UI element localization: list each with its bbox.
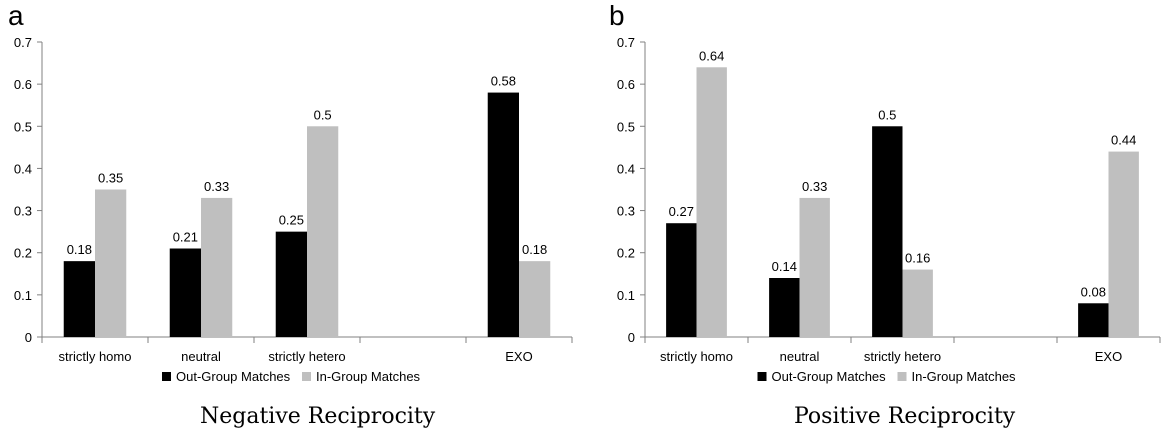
bar-in-group: [307, 126, 339, 338]
legend-label: In-Group Matches: [316, 369, 421, 384]
bar-in-group: [799, 197, 830, 337]
y-tick-label: 0.4: [617, 161, 635, 176]
data-label: 0.33: [204, 179, 229, 194]
bar-chart-negative-reciprocity: 0 0.1 0.2 0.3 0.4 0.5 0.6 0.7 0.18 0.35 strictly h…: [14, 35, 573, 384]
x-tick-label: neutral: [780, 349, 820, 364]
data-label: 0.16: [905, 251, 930, 266]
chart-panel-b: b 0 0.1 0.2 0.3 0.4 0.5 0.6 0.7 0.27 0.64 strictly…: [581, 0, 1162, 434]
data-label: 0.21: [173, 230, 198, 245]
y-tick-label: 0.2: [14, 246, 32, 261]
bar-out-group: [63, 261, 95, 337]
data-label: 0.18: [522, 242, 547, 257]
bar-in-group: [519, 261, 551, 337]
data-label: 0.5: [314, 107, 332, 122]
data-label: 0.58: [491, 74, 516, 89]
legend-swatch: [302, 372, 311, 381]
legend-label: Out-Group Matches: [176, 369, 291, 384]
y-tick-label: 0.1: [14, 288, 32, 303]
bar-in-group: [902, 269, 933, 337]
chart-caption: Negative Reciprocity: [200, 404, 436, 429]
y-tick-label: 0.3: [14, 204, 32, 219]
y-tick-label: 0.4: [14, 161, 32, 176]
legend-label: In-Group Matches: [912, 369, 1017, 384]
data-label: 0.64: [699, 48, 724, 63]
y-tick-label: 0.5: [617, 119, 635, 134]
bar-out-group: [666, 223, 697, 337]
data-label: 0.35: [98, 171, 123, 186]
x-tick-label: strictly hetero: [268, 349, 345, 364]
bar-out-group: [275, 231, 307, 337]
bar-in-group: [201, 197, 233, 337]
legend-swatch: [162, 372, 171, 381]
y-tick-label: 0.1: [617, 288, 635, 303]
x-tick-label: EXO: [1095, 349, 1122, 364]
x-tick-label: strictly homo: [660, 349, 733, 364]
y-tick-label: 0.7: [617, 35, 635, 50]
panel-label: a: [8, 0, 24, 31]
x-tick-label: strictly hetero: [864, 349, 941, 364]
y-tick-label: 0.6: [617, 77, 635, 92]
bar-in-group: [696, 67, 727, 338]
data-label: 0.08: [1081, 284, 1106, 299]
chart-caption: Positive Reciprocity: [794, 404, 1016, 429]
data-label: 0.18: [67, 242, 92, 257]
x-tick-label: neutral: [181, 349, 221, 364]
data-label: 0.44: [1111, 133, 1136, 148]
bar-in-group: [1108, 151, 1139, 337]
y-tick-label: 0.3: [617, 204, 635, 219]
y-tick-label: 0: [628, 330, 635, 345]
y-tick-label: 0.5: [14, 119, 32, 134]
bar-out-group: [487, 92, 519, 337]
y-tick-label: 0.2: [617, 246, 635, 261]
legend-swatch: [757, 372, 767, 381]
y-tick-label: 0: [25, 330, 32, 345]
bar-out-group: [769, 278, 800, 337]
legend-swatch: [897, 372, 907, 381]
data-label: 0.27: [669, 204, 694, 219]
y-tick-label: 0.6: [14, 77, 32, 92]
chart-panel-a: a 0 0.1 0.2 0.3 0.4 0.5 0.6 0.7 0.18 0.35 strictly…: [0, 0, 581, 434]
x-tick-label: strictly homo: [59, 349, 132, 364]
bar-out-group: [1078, 303, 1109, 337]
x-tick-label: EXO: [505, 349, 532, 364]
data-label: 0.33: [802, 179, 827, 194]
legend-label: Out-Group Matches: [772, 369, 887, 384]
bar-in-group: [95, 189, 127, 337]
data-label: 0.14: [772, 259, 797, 274]
y-tick-label: 0.7: [14, 35, 32, 50]
bar-out-group: [872, 126, 903, 338]
panel-label: b: [609, 0, 625, 31]
data-label: 0.25: [279, 213, 304, 228]
data-label: 0.5: [878, 107, 896, 122]
bar-chart-positive-reciprocity: 0 0.1 0.2 0.3 0.4 0.5 0.6 0.7 0.27 0.64 strictly h…: [617, 35, 1161, 384]
bar-out-group: [169, 248, 201, 337]
